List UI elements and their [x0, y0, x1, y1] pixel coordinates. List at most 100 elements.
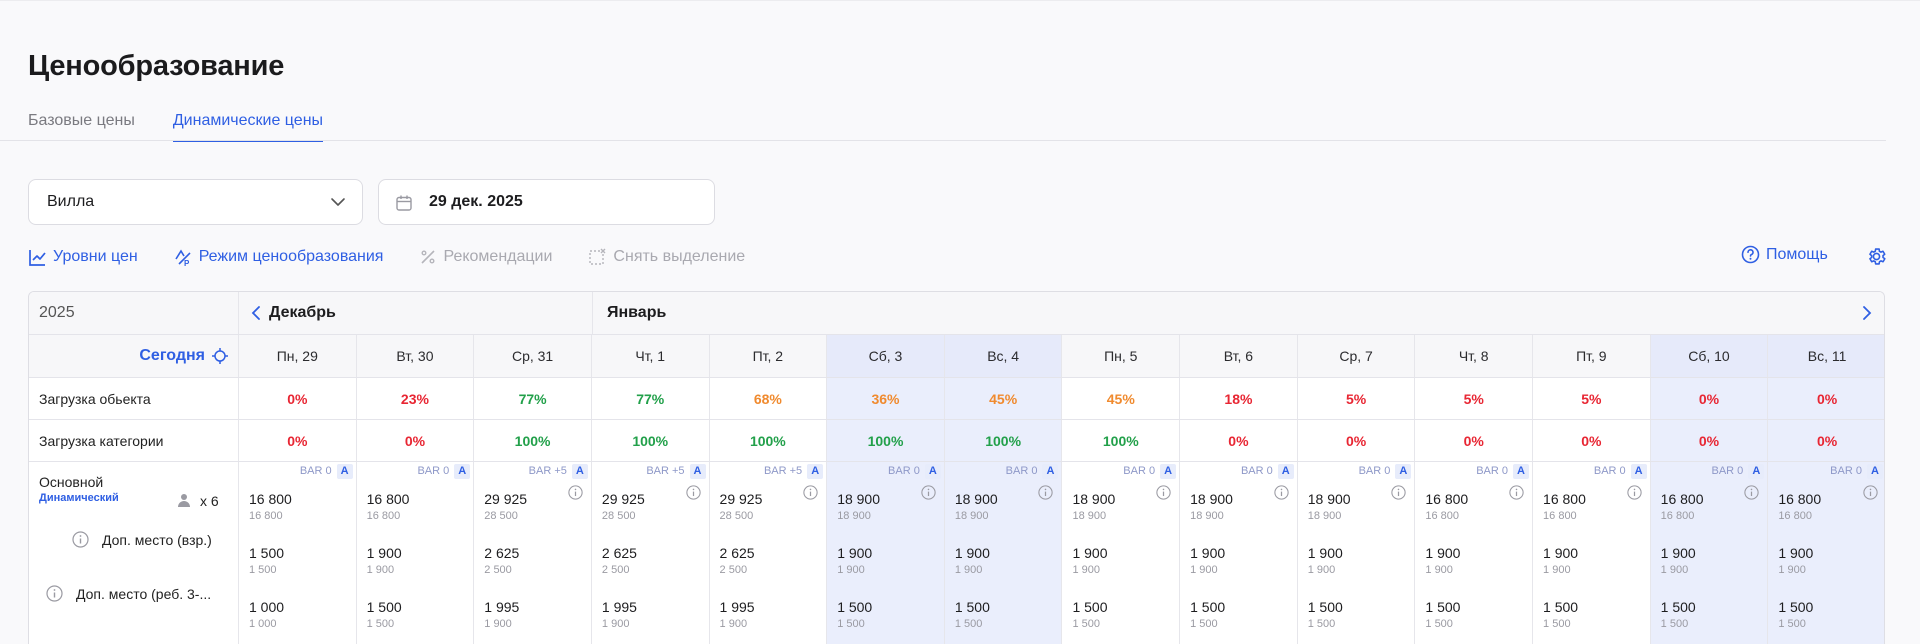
- info-icon[interactable]: [1274, 485, 1289, 500]
- day-header-cell: Ср, 31: [474, 335, 592, 377]
- info-icon[interactable]: [1744, 485, 1759, 500]
- bar-level-label: BAR +5: [646, 465, 685, 477]
- occupancy-category-cell: 0%: [1180, 420, 1298, 461]
- auto-badge[interactable]: A: [1277, 464, 1294, 479]
- price-cell[interactable]: BAR 0 A 16 800 16 800 1 900 1 900 1 500 1 500: [1415, 462, 1534, 644]
- auto-badge[interactable]: A: [924, 464, 941, 479]
- extra-child-price: 1 500: [837, 599, 873, 615]
- price-cell[interactable]: BAR 0 A 18 900 18 900 1 900 1 900 1 500 1 500: [1180, 462, 1298, 644]
- occupancy-object-cell: 45%: [1062, 378, 1181, 419]
- info-icon[interactable]: [1627, 485, 1642, 500]
- month-december: Декабрь: [239, 292, 593, 334]
- price-cell[interactable]: BAR 0 A 16 800 16 800 1 900 1 900 1 500 1 500: [1768, 462, 1884, 644]
- pricing-mode-label: Режим ценообразования: [198, 248, 384, 265]
- auto-badge[interactable]: A: [689, 464, 706, 479]
- day-header-cell: Вс, 11: [1768, 335, 1884, 377]
- occupancy-category-cell: 100%: [827, 420, 945, 461]
- extra-child-price: 1 500: [1072, 599, 1108, 615]
- info-icon[interactable]: [568, 485, 583, 500]
- price-cell[interactable]: BAR +5 A 29 925 28 500 2 625 2 500 1 995 1 900: [474, 462, 592, 644]
- info-icon[interactable]: [1509, 485, 1524, 500]
- occupancy-object-row: Загрузка обьекта 0% 23% 77% 77% 68% 36% 45% 45%…: [29, 378, 1884, 419]
- auto-badge[interactable]: A: [454, 464, 471, 479]
- price-cell[interactable]: BAR 0 A 16 800 16 800 1 500 1 500 1 000 1 000: [239, 462, 357, 644]
- rate-price: 16 800: [1778, 491, 1822, 507]
- price-cell[interactable]: BAR +5 A 29 925 28 500 2 625 2 500 1 995 1 900: [592, 462, 710, 644]
- help-label: Помощь: [1766, 245, 1828, 263]
- auto-badge[interactable]: A: [1160, 464, 1177, 479]
- info-icon[interactable]: [803, 485, 818, 500]
- today-button[interactable]: Сегодня: [139, 347, 228, 365]
- auto-badge[interactable]: A: [336, 464, 353, 479]
- auto-badge[interactable]: A: [1748, 464, 1765, 479]
- price-cell[interactable]: BAR 0 A 18 900 18 900 1 900 1 900 1 500 1 500: [827, 462, 945, 644]
- tab-base-prices[interactable]: Базовые цены: [28, 112, 135, 129]
- rate-price: 18 900: [1307, 491, 1351, 507]
- tab-dynamic-prices[interactable]: Динамические цены: [172, 110, 324, 142]
- occupancy-category-cell: 0%: [1415, 420, 1534, 461]
- info-icon[interactable]: [1038, 485, 1054, 500]
- occupancy-category-cell: 100%: [944, 420, 1063, 461]
- chevron-right-icon[interactable]: [1862, 306, 1872, 320]
- auto-badge[interactable]: A: [1513, 464, 1530, 479]
- info-icon[interactable]: [46, 585, 63, 602]
- price-cell[interactable]: BAR +5 A 29 925 28 500 2 625 2 500 1 995 1 900: [710, 462, 828, 644]
- rate-price: 18 900: [1072, 491, 1116, 507]
- extra-child-price-base: 1 500: [1072, 618, 1100, 630]
- date-picker[interactable]: 29 дек. 2025: [378, 179, 715, 225]
- extra-adult-price-base: 2 500: [601, 564, 630, 576]
- chevron-left-icon[interactable]: [251, 306, 261, 320]
- price-cell[interactable]: BAR 0 A 16 800 16 800 1 900 1 900 1 500 1 500: [1650, 462, 1769, 644]
- property-select[interactable]: Вилла: [28, 179, 363, 225]
- price-cell[interactable]: BAR 0 A 16 800 16 800 1 900 1 900 1 500 1 500: [357, 462, 475, 644]
- occupancy-object-cell: 5%: [1415, 378, 1534, 419]
- info-icon[interactable]: [72, 531, 89, 548]
- info-icon[interactable]: [921, 485, 936, 500]
- rate-price: 29 925: [484, 491, 528, 507]
- gear-icon[interactable]: [1866, 246, 1887, 267]
- price-cell[interactable]: BAR 0 A 18 900 18 900 1 900 1 900 1 500 1 500: [944, 462, 1063, 644]
- extra-adult-price: 1 900: [1660, 545, 1696, 561]
- bar-level-label: BAR 0: [1005, 465, 1038, 477]
- recommendations-button[interactable]: Рекомендации: [419, 248, 552, 266]
- info-icon[interactable]: [685, 485, 701, 500]
- month-january: Январь: [593, 292, 1884, 334]
- pricing-mode-button[interactable]: P Режим ценообразования: [174, 248, 384, 267]
- auto-badge[interactable]: A: [571, 464, 588, 479]
- price-cell[interactable]: BAR 0 A 16 800 16 800 1 900 1 900 1 500 1 500: [1533, 462, 1651, 644]
- occupancy-category-cell: 100%: [592, 420, 710, 461]
- clear-selection-button[interactable]: Снять выделение: [588, 248, 745, 267]
- crosshair-icon: [212, 348, 228, 364]
- auto-badge[interactable]: A: [1042, 464, 1059, 479]
- extra-child-price: 1 500: [1307, 599, 1343, 615]
- extra-adult-price: 1 900: [1307, 545, 1343, 561]
- day-header-cell: Чт, 8: [1415, 335, 1534, 377]
- rate-price-base: 16 800: [1543, 510, 1577, 522]
- extra-adult-price-base: 1 900: [1660, 564, 1689, 576]
- rate-price-base: 18 900: [1072, 510, 1107, 522]
- auto-badge[interactable]: A: [1866, 464, 1883, 479]
- help-button[interactable]: Помощь: [1741, 245, 1828, 264]
- year-label: 2025: [39, 304, 75, 321]
- occupancy-object-label: Загрузка обьекта: [39, 391, 151, 407]
- extra-child-price-base: 1 900: [719, 618, 748, 630]
- price-cell[interactable]: BAR 0 A 18 900 18 900 1 900 1 900 1 500 1 500: [1298, 462, 1416, 644]
- price-cell[interactable]: BAR 0 A 18 900 18 900 1 900 1 900 1 500 1 500: [1062, 462, 1181, 644]
- extra-adult-price: 2 625: [484, 545, 520, 561]
- chart-line-icon: [29, 249, 46, 266]
- bar-level-label: BAR 0: [1830, 465, 1862, 477]
- extra-child-price-base: 1 500: [954, 618, 983, 630]
- auto-badge[interactable]: A: [1630, 464, 1647, 479]
- extra-child-price: 1 500: [1660, 599, 1696, 615]
- rate-price-base: 16 800: [1660, 510, 1695, 522]
- price-levels-button[interactable]: Уровни цен: [28, 248, 138, 267]
- info-icon[interactable]: [1863, 485, 1878, 500]
- rate-price: 18 900: [1190, 491, 1233, 507]
- chevron-down-icon: [331, 198, 345, 206]
- extra-child-price-base: 1 500: [1190, 618, 1218, 630]
- auto-badge[interactable]: A: [807, 464, 824, 479]
- rate-price: 16 800: [366, 491, 410, 507]
- info-icon[interactable]: [1156, 485, 1171, 500]
- info-icon[interactable]: [1391, 485, 1407, 500]
- auto-badge[interactable]: A: [1395, 464, 1412, 479]
